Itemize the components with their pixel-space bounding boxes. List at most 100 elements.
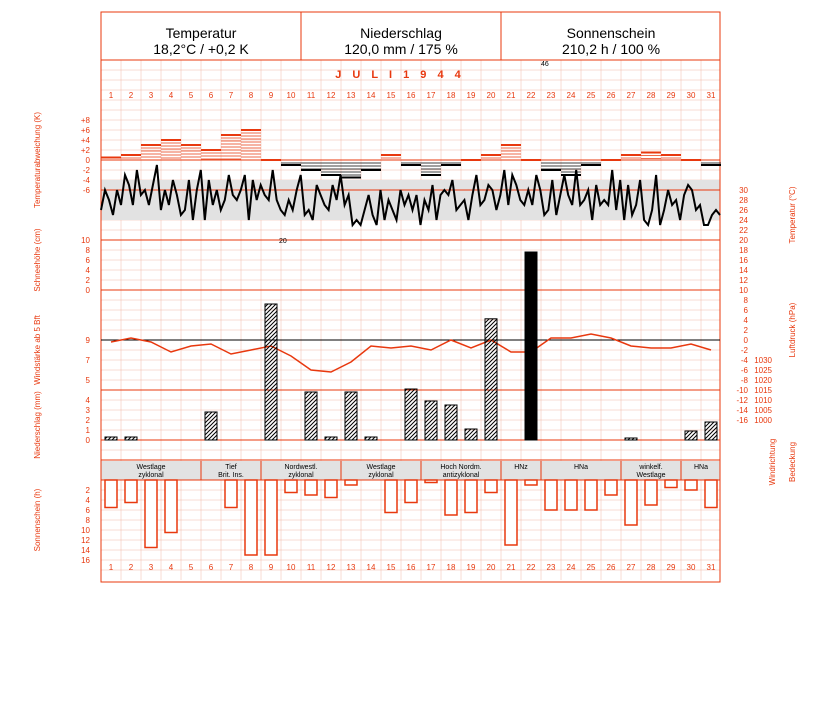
day-label-top: 7 bbox=[229, 91, 234, 100]
sunshine-bar-day22 bbox=[524, 479, 538, 486]
header-sunshine-value: 210,2 h / 100 % bbox=[561, 41, 661, 57]
day-label-bottom: 18 bbox=[447, 563, 456, 572]
weather-type-line1: HNa bbox=[574, 464, 588, 471]
precip-bar-day18 bbox=[444, 404, 458, 441]
tick-temp-dev: +8 bbox=[81, 116, 91, 125]
header-precipitation: Niederschlag 120,0 mm / 175 % bbox=[301, 12, 501, 60]
header-precipitation-value: 120,0 mm / 175 % bbox=[344, 41, 458, 57]
sunshine-bar-day17 bbox=[424, 479, 438, 484]
precip-bar-day19 bbox=[464, 428, 478, 441]
tick-temp-dev: -6 bbox=[83, 186, 91, 195]
tick-temp: 22 bbox=[739, 226, 748, 235]
tick-precip: 1 bbox=[86, 426, 91, 435]
day-label-bottom: 17 bbox=[427, 563, 436, 572]
weather-type-line1: Westlage bbox=[366, 464, 395, 471]
tick-pressure: 1015 bbox=[754, 386, 772, 395]
tick-precip: 0 bbox=[86, 436, 91, 445]
tick-temp: -16 bbox=[736, 416, 748, 425]
label-winddir: Windrichtung bbox=[768, 439, 777, 486]
sunshine-bar-day16 bbox=[404, 479, 418, 504]
tick-temp: -4 bbox=[741, 356, 749, 365]
day-label-top: 5 bbox=[189, 91, 194, 100]
header-temperature: Temperatur 18,2°C / +0,2 K bbox=[101, 12, 301, 60]
precip-bar-day13 bbox=[344, 391, 358, 441]
tick-temp: 24 bbox=[739, 216, 748, 225]
sunshine-bar-day27 bbox=[624, 479, 638, 526]
temperature-line bbox=[100, 164, 721, 228]
tick-temp: 26 bbox=[739, 206, 748, 215]
tick-temp: 30 bbox=[739, 186, 748, 195]
sunshine-bar-day25 bbox=[584, 479, 598, 511]
day-label-bottom: 12 bbox=[327, 563, 336, 572]
day-label-top: 13 bbox=[347, 91, 356, 100]
sunshine-bar-day26 bbox=[604, 479, 618, 496]
day-label-bottom: 10 bbox=[287, 563, 296, 572]
month-title: J U L I 1 9 4 4 bbox=[335, 69, 465, 81]
tick-sun: 8 bbox=[86, 516, 91, 525]
sunshine-bar-day29 bbox=[664, 479, 678, 489]
tick-temp: -10 bbox=[736, 386, 748, 395]
tick-temp: -14 bbox=[736, 406, 748, 415]
label-temp-dev: Temperaturabweichung (K) bbox=[33, 112, 42, 208]
day-label-top: 28 bbox=[647, 91, 656, 100]
weather-type-line2: zyklonal bbox=[138, 472, 164, 479]
day-label-top: 24 bbox=[567, 91, 576, 100]
weather-type-line2: Brit. Ins. bbox=[218, 472, 244, 479]
tick-temp: 20 bbox=[739, 236, 748, 245]
tick-temp: -6 bbox=[741, 366, 749, 375]
tick-sun: 2 bbox=[86, 486, 91, 495]
tick-wind: 5 bbox=[86, 376, 91, 385]
tick-pressure: 1005 bbox=[754, 406, 772, 415]
day-label-bottom: 24 bbox=[567, 563, 576, 572]
sunshine-bar-day24 bbox=[564, 479, 578, 511]
precip-bar-day31 bbox=[704, 421, 718, 441]
day-label-bottom: 7 bbox=[229, 563, 234, 572]
sunshine-bar-day10 bbox=[284, 479, 298, 494]
tick-precip: 4 bbox=[86, 396, 91, 405]
tick-sun: 14 bbox=[81, 546, 90, 555]
weather-type-line2: zyklonal bbox=[288, 472, 314, 479]
precip-bar-day16 bbox=[404, 388, 418, 441]
sunshine-bar-day30 bbox=[684, 479, 698, 491]
precip-bar-day9 bbox=[264, 303, 278, 441]
day-label-top: 31 bbox=[707, 91, 716, 100]
precip-bar-day1 bbox=[104, 436, 118, 441]
tick-temp: 14 bbox=[739, 266, 748, 275]
day-label-bottom: 15 bbox=[387, 563, 396, 572]
day-label-top: 14 bbox=[367, 91, 376, 100]
tick-temp: 18 bbox=[739, 246, 748, 255]
day-label-top: 6 bbox=[209, 91, 214, 100]
day-label-top: 16 bbox=[407, 91, 416, 100]
sunshine-bar-day13 bbox=[344, 479, 358, 486]
sunshine-bar-day8 bbox=[244, 479, 258, 556]
marks-layer bbox=[100, 129, 721, 556]
header-sunshine: Sonnenschein 210,2 h / 100 % bbox=[501, 12, 721, 60]
precip-bar-day6 bbox=[204, 411, 218, 441]
weather-type-strip bbox=[101, 461, 720, 480]
day-label-top: 18 bbox=[447, 91, 456, 100]
label-precip: Niederschlag (mm) bbox=[33, 391, 42, 459]
tick-temp-dev: -4 bbox=[83, 176, 91, 185]
tick-pressure: 1020 bbox=[754, 376, 772, 385]
day-label-top: 29 bbox=[667, 91, 676, 100]
sunshine-bar-day9 bbox=[264, 479, 278, 556]
precip-bar-day14 bbox=[364, 436, 378, 441]
tick-pressure: 1025 bbox=[754, 366, 772, 375]
snow-max-label: 20 bbox=[279, 238, 287, 245]
day-label-bottom: 4 bbox=[169, 563, 174, 572]
tick-temp: 8 bbox=[744, 296, 749, 305]
day-label-top: 30 bbox=[687, 91, 696, 100]
day-label-bottom: 31 bbox=[707, 563, 716, 572]
day-label-bottom: 23 bbox=[547, 563, 556, 572]
pressure-line bbox=[110, 333, 712, 373]
weather-type-line2: Westlage bbox=[636, 472, 665, 479]
sunshine-bar-day28 bbox=[644, 479, 658, 506]
day-label-bottom: 3 bbox=[149, 563, 154, 572]
tick-pressure: 1010 bbox=[754, 396, 772, 405]
weather-type-line2: antizyklonal bbox=[443, 472, 480, 479]
day-label-bottom: 1 bbox=[109, 563, 114, 572]
tick-temp: 12 bbox=[739, 276, 748, 285]
tick-temp: 2 bbox=[744, 326, 749, 335]
weather-type-line1: Westlage bbox=[136, 464, 165, 471]
